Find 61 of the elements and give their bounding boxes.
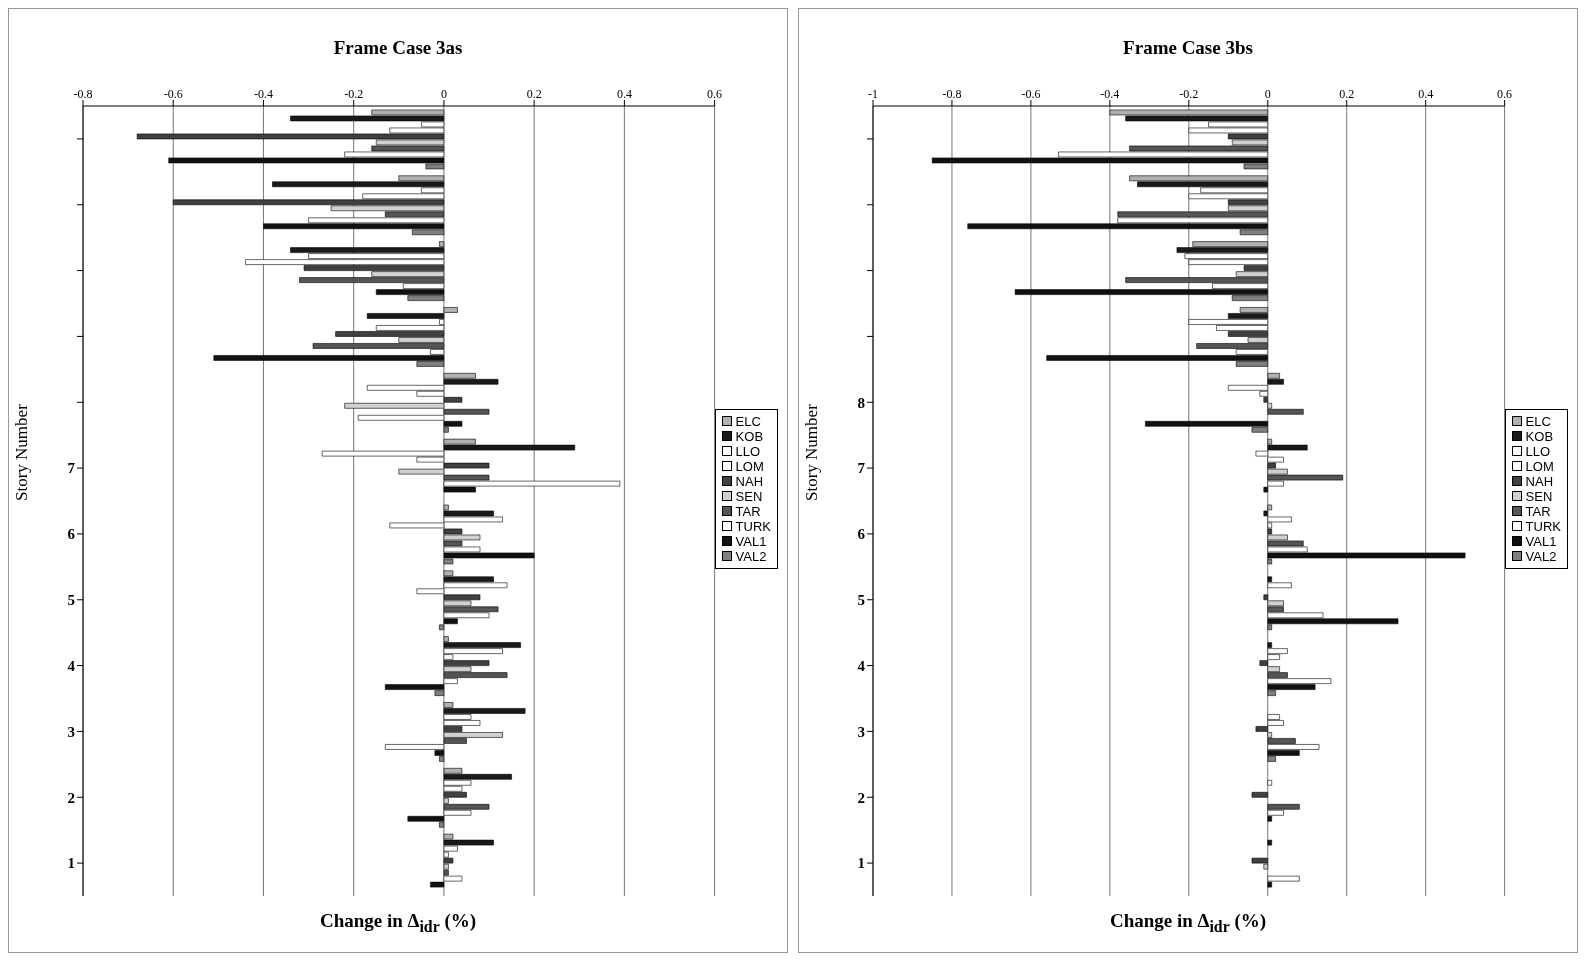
x-tick-label: -0.6 bbox=[163, 87, 183, 101]
bar bbox=[1267, 779, 1272, 786]
y-tick-label: 5 bbox=[857, 592, 865, 609]
legend-label: VAL1 bbox=[735, 533, 767, 549]
y-tick-label: 4 bbox=[67, 657, 76, 674]
y-tick-label: 3 bbox=[67, 723, 75, 740]
x-tick-label: -0.8 bbox=[73, 87, 93, 101]
y-tick-label: 7 bbox=[857, 460, 866, 477]
legend-label: TURK bbox=[1525, 518, 1561, 534]
legend-label: TAR bbox=[735, 503, 761, 519]
legend-label: LOM bbox=[735, 458, 764, 474]
x-tick-label: 0.6 bbox=[707, 87, 723, 101]
legend-label: KOB bbox=[1525, 428, 1554, 444]
x-tick-label: 0.6 bbox=[1497, 87, 1513, 101]
legend-label: ELC bbox=[735, 413, 761, 429]
x-tick-label: 0 bbox=[440, 87, 447, 101]
y-tick-label: 4 bbox=[857, 657, 866, 674]
y-tick-label: 2 bbox=[67, 789, 75, 806]
x-tick-label: 0 bbox=[1264, 87, 1271, 101]
chart-title: Frame Case 3as bbox=[333, 37, 463, 59]
y-tick-label: 5 bbox=[67, 592, 75, 609]
legend-label: VAL2 bbox=[735, 548, 767, 564]
x-tick-label: 0.4 bbox=[1418, 87, 1434, 101]
x-tick-label: -0.8 bbox=[942, 87, 962, 101]
y-tick-label: 2 bbox=[857, 789, 865, 806]
y-tick-label: 7 bbox=[67, 460, 76, 477]
y-tick-label: 1 bbox=[857, 855, 865, 872]
legend-label: KOB bbox=[735, 428, 764, 444]
y-tick-label: 6 bbox=[67, 526, 76, 543]
bar bbox=[1251, 791, 1269, 798]
x-tick-label: -0.2 bbox=[344, 87, 364, 101]
legend-label: TAR bbox=[1525, 503, 1551, 519]
x-tick-label: 0.4 bbox=[616, 87, 632, 101]
x-tick-label: -0.6 bbox=[1021, 87, 1041, 101]
y-tick-label: 3 bbox=[857, 723, 865, 740]
x-axis-title: Change in Δ$_{idr}$ (%) bbox=[1109, 910, 1267, 936]
x-tick-label: -1 bbox=[868, 87, 878, 101]
legend-label: VAL2 bbox=[1525, 548, 1557, 564]
y-tick-label: 6 bbox=[857, 526, 866, 543]
legend-label: LLO bbox=[1525, 443, 1551, 459]
legend-label: SEN bbox=[735, 488, 763, 504]
legend-label: LOM bbox=[1525, 458, 1554, 474]
legend-label: VAL1 bbox=[1525, 533, 1557, 549]
y-axis-title: Story Number bbox=[802, 403, 822, 501]
legend-label: SEN bbox=[1525, 488, 1553, 504]
y-axis-title: Story Number bbox=[12, 403, 32, 501]
legend-label: ELC bbox=[1525, 413, 1551, 429]
legend-label: TURK bbox=[735, 518, 771, 534]
x-axis-title: Change in Δ$_{idr}$ (%) bbox=[319, 910, 477, 936]
x-tick-label: -0.4 bbox=[1100, 87, 1120, 101]
legend-label: LLO bbox=[735, 443, 761, 459]
x-tick-label: 0.2 bbox=[1339, 87, 1355, 101]
chart-title: Frame Case 3bs bbox=[1123, 37, 1253, 59]
legend-label: NAH bbox=[735, 473, 764, 489]
legend-label: NAH bbox=[1525, 473, 1554, 489]
y-tick-label: 1 bbox=[67, 855, 75, 872]
y-tick-label: 8 bbox=[857, 394, 865, 411]
x-tick-label: 0.2 bbox=[526, 87, 542, 101]
x-tick-label: -0.2 bbox=[1179, 87, 1199, 101]
bar bbox=[1267, 839, 1272, 846]
x-tick-label: -0.4 bbox=[253, 87, 273, 101]
